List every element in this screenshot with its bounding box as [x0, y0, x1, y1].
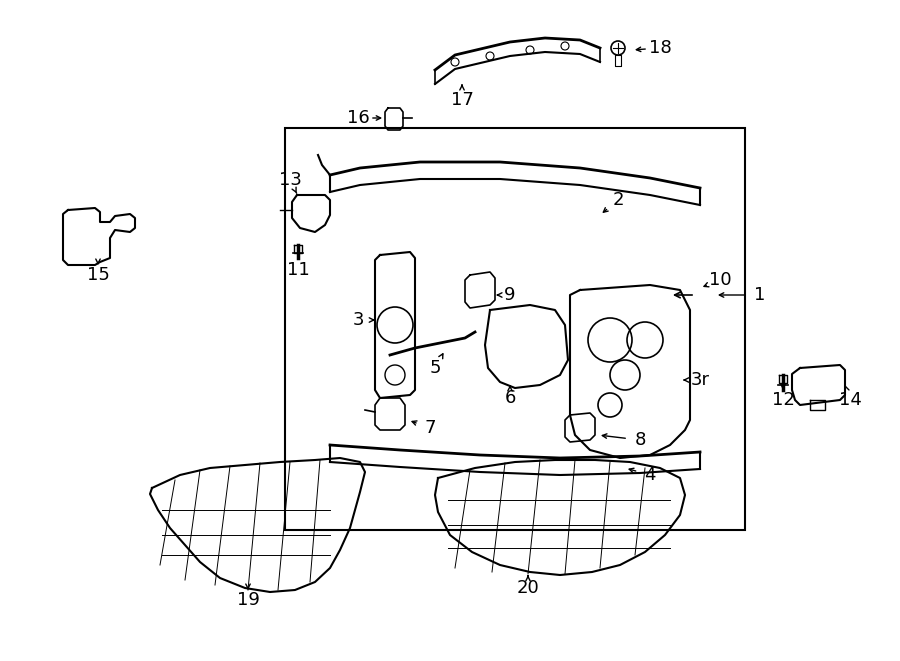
Text: 3: 3 — [352, 311, 364, 329]
Text: 15: 15 — [86, 266, 110, 284]
Text: 13: 13 — [279, 171, 302, 189]
Text: 12: 12 — [771, 391, 795, 409]
Text: 19: 19 — [237, 591, 259, 609]
Text: 8: 8 — [634, 431, 645, 449]
Text: 14: 14 — [839, 391, 861, 409]
Text: 16: 16 — [346, 109, 369, 127]
Text: 9: 9 — [504, 286, 516, 304]
Text: 7: 7 — [424, 419, 436, 437]
Text: 6: 6 — [504, 389, 516, 407]
Text: 1: 1 — [754, 286, 766, 304]
Text: 20: 20 — [517, 579, 539, 597]
Text: 17: 17 — [451, 91, 473, 109]
Text: 11: 11 — [286, 261, 310, 279]
Text: 2: 2 — [612, 191, 624, 209]
Bar — [285, 128, 745, 530]
Text: 4: 4 — [644, 466, 656, 484]
Text: 3r: 3r — [690, 371, 709, 389]
Text: 5: 5 — [429, 359, 441, 377]
Text: 10: 10 — [708, 271, 732, 289]
Text: 18: 18 — [649, 39, 671, 57]
